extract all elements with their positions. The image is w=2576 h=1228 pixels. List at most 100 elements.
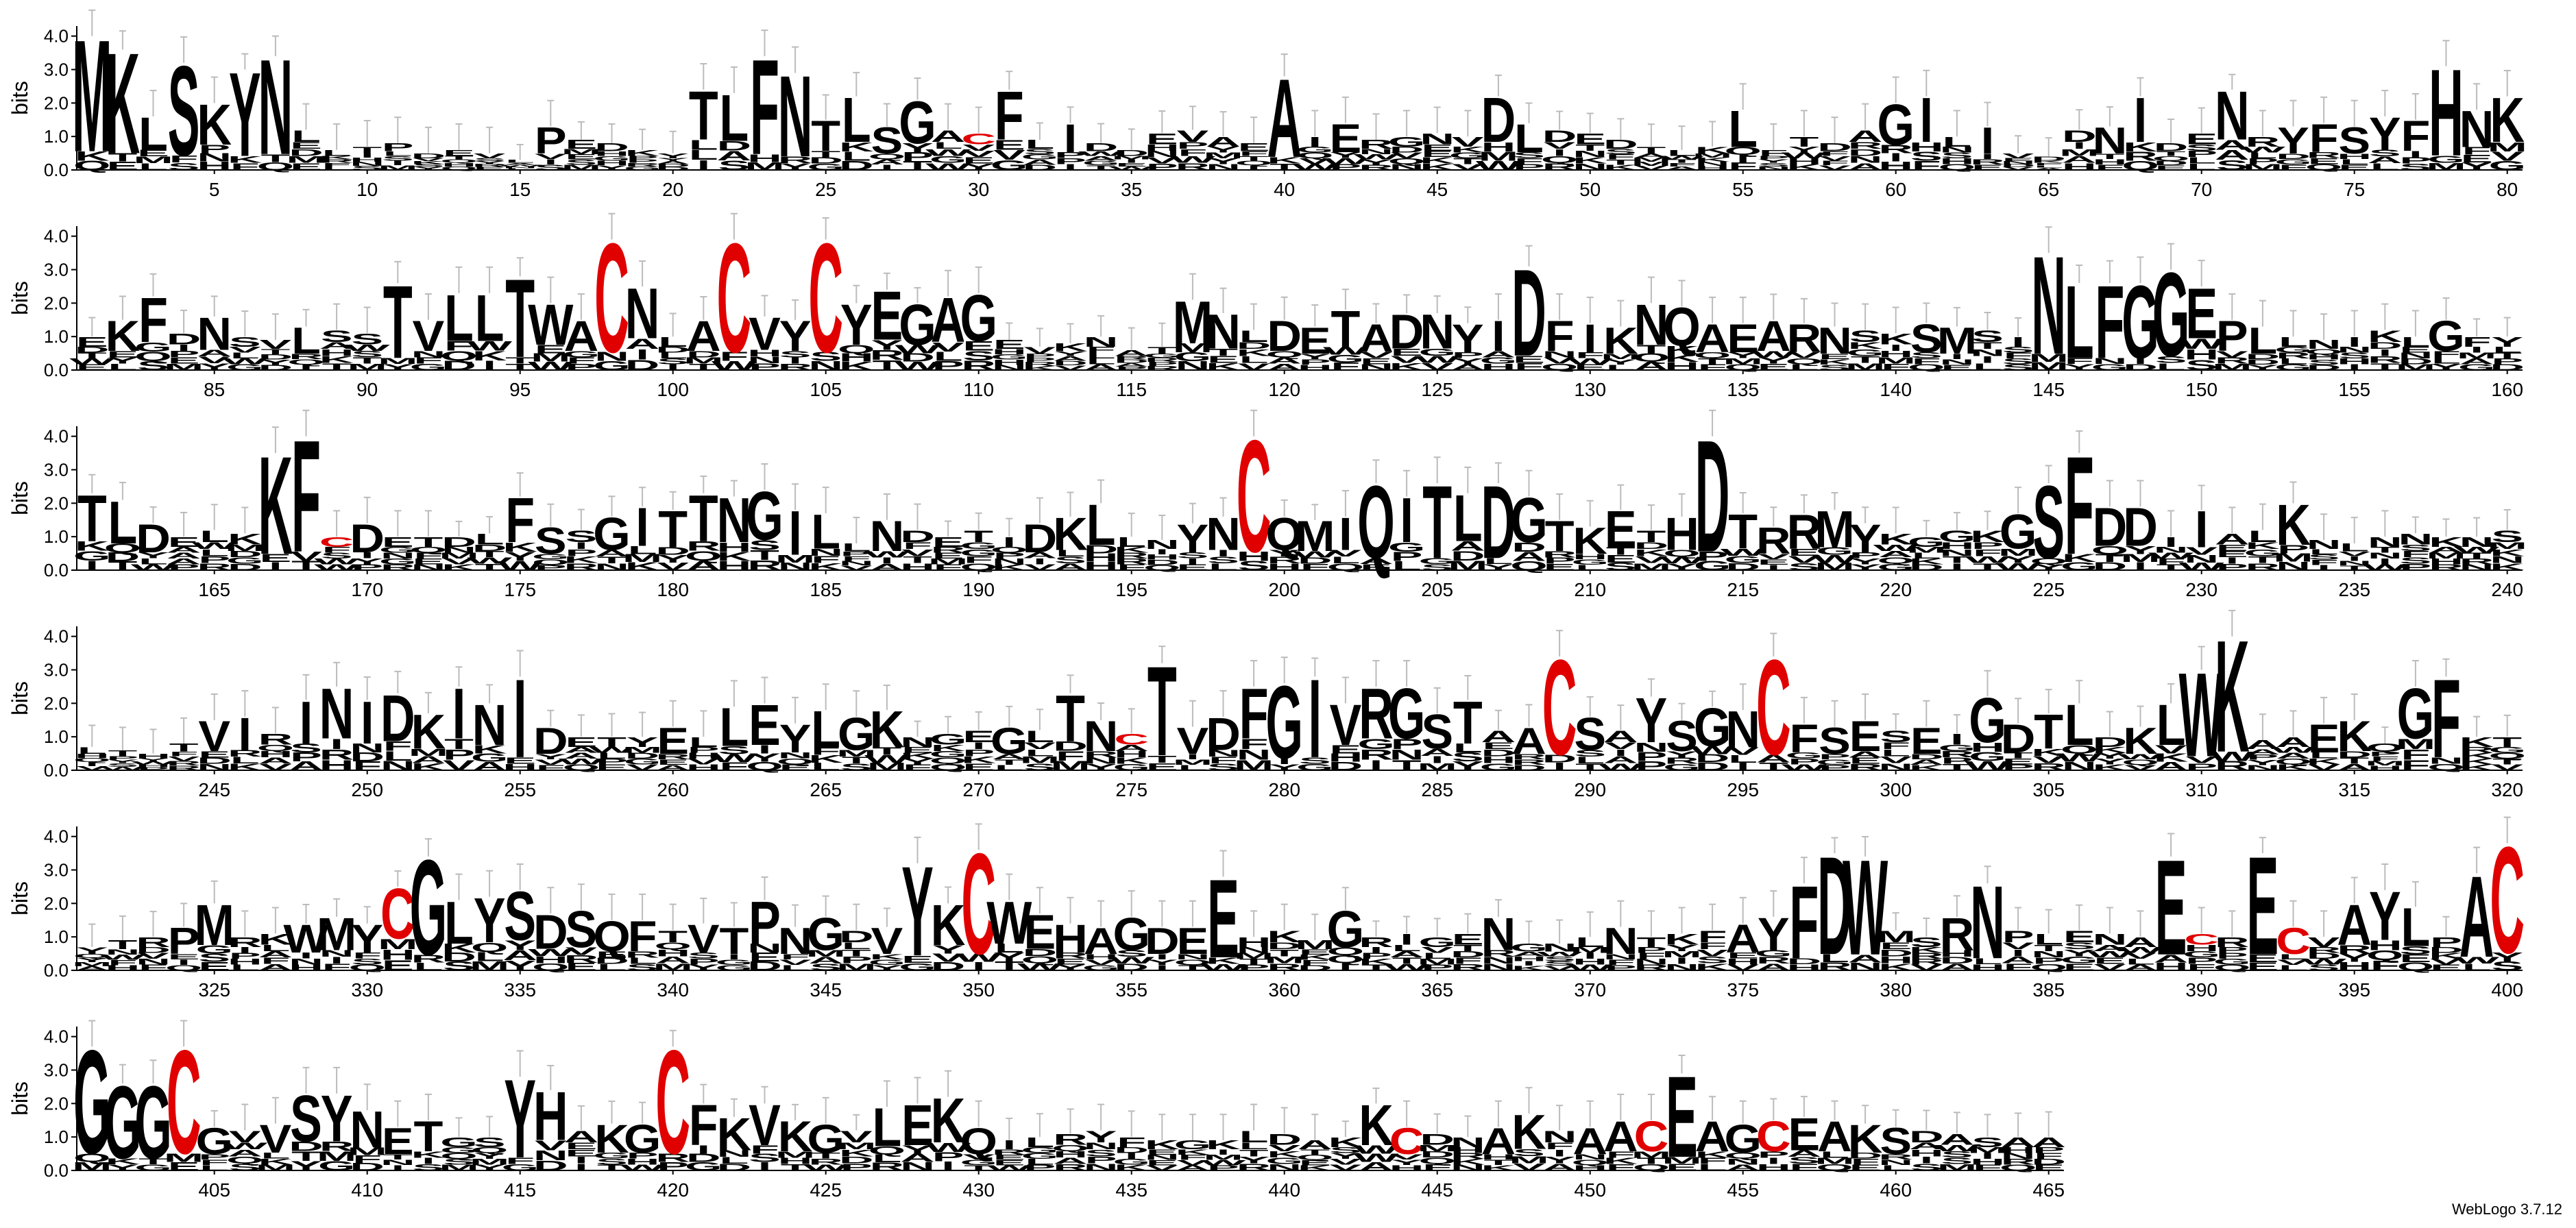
logo-letter: D bbox=[1450, 548, 1485, 563]
logo-letter: N bbox=[1145, 538, 1180, 552]
logo-letter: W bbox=[69, 357, 115, 366]
logo-letter: N bbox=[594, 561, 629, 572]
x-tick-label: 85 bbox=[204, 379, 225, 400]
logo-letter: G bbox=[2488, 158, 2526, 173]
logo-letter: M bbox=[928, 557, 968, 566]
logo-letter: I bbox=[1003, 534, 1016, 550]
logo-letter: Y bbox=[260, 358, 292, 367]
x-tick-label: 165 bbox=[198, 579, 230, 600]
logo-letter: S bbox=[2155, 354, 2187, 365]
logo-letter: Y bbox=[1849, 563, 1882, 572]
logo-letter: I bbox=[361, 153, 374, 159]
logo-column-1: QKM bbox=[72, 6, 112, 185]
logo-letter: I bbox=[361, 551, 374, 561]
logo-letter: L bbox=[1942, 134, 1971, 149]
logo-letter: G bbox=[1571, 558, 1609, 566]
logo-letter: M bbox=[561, 163, 601, 171]
logo-letter: R bbox=[1114, 551, 1149, 560]
logo-letter: E bbox=[1605, 501, 1637, 558]
logo-letter: H bbox=[1267, 561, 1302, 572]
logo-letter: G bbox=[532, 552, 570, 561]
logo-letter: K bbox=[1664, 931, 1699, 948]
logo-letter: I bbox=[483, 358, 496, 373]
logo-letter: S bbox=[474, 158, 506, 162]
logo-letter: V bbox=[1360, 351, 1392, 360]
x-tick-label: 375 bbox=[1727, 979, 1759, 1000]
logo-letter: Q bbox=[2305, 347, 2343, 356]
logo-letter: K bbox=[319, 155, 354, 160]
x-tick-label: 410 bbox=[351, 1179, 383, 1201]
logo-letter: R bbox=[778, 155, 813, 166]
logo-letter: Q bbox=[2122, 158, 2159, 173]
logo-letter: M bbox=[2059, 147, 2099, 158]
logo-letter: W bbox=[2240, 145, 2286, 154]
logo-letter: A bbox=[1053, 561, 1088, 572]
logo-letter: D bbox=[1389, 305, 1424, 360]
logo-letter: K bbox=[502, 540, 537, 554]
logo-letter: W bbox=[1568, 356, 1614, 366]
y-tick-label: 1.0 bbox=[44, 126, 69, 147]
logo-letter: D bbox=[1084, 543, 1119, 556]
logo-letter: D bbox=[808, 156, 843, 166]
logo-letter: R bbox=[1114, 355, 1149, 360]
logo-letter: Y bbox=[413, 167, 445, 171]
logo-letter: A bbox=[564, 1128, 599, 1146]
logo-letter: R bbox=[931, 545, 966, 554]
logo-row-2: 0.01.02.03.04.0bitsEWTDELYEKSQGFMEPIDYVA… bbox=[8, 211, 2525, 400]
logo-letter: Y bbox=[1207, 157, 1239, 166]
logo-letter: P bbox=[901, 150, 934, 164]
logo-letter: S bbox=[2185, 143, 2217, 153]
logo-letter: Y bbox=[871, 337, 903, 353]
logo-letter: T bbox=[291, 558, 321, 573]
logo-letter: Q bbox=[1235, 160, 1273, 167]
logo-letter: Y bbox=[1452, 356, 1484, 366]
logo-letter: W bbox=[925, 161, 971, 172]
logo-letter: Y bbox=[657, 152, 689, 160]
logo-letter: A bbox=[2368, 155, 2403, 166]
x-tick-label: 225 bbox=[2032, 579, 2065, 600]
logo-letter: H bbox=[1084, 551, 1119, 564]
logo-letter: T bbox=[1575, 143, 1605, 153]
logo-letter: G bbox=[1296, 145, 1334, 154]
logo-letter: N bbox=[1084, 334, 1119, 349]
logo-letter: G bbox=[563, 349, 600, 360]
logo-letter: G bbox=[1388, 134, 1426, 149]
logo-letter: M bbox=[683, 356, 723, 366]
logo-letter: V bbox=[1177, 127, 1209, 146]
logo-letter: F bbox=[1759, 148, 1788, 158]
logo-letter: L bbox=[475, 281, 505, 355]
logo-letter: E bbox=[1360, 356, 1392, 366]
logo-letter: Q bbox=[2305, 162, 2343, 172]
logo-letter: D bbox=[1145, 558, 1180, 567]
logo-letter: I bbox=[1767, 563, 1780, 572]
logo-letter: E bbox=[1299, 320, 1331, 362]
logo-letter: P bbox=[1024, 357, 1056, 363]
logo-letter: L bbox=[2248, 528, 2277, 546]
logo-letter: V bbox=[1819, 164, 1851, 171]
logo-letter: A bbox=[1603, 728, 1638, 746]
logo-letter: W bbox=[712, 358, 757, 373]
logo-letter: N bbox=[1695, 161, 1730, 167]
logo-letter: K bbox=[1664, 352, 1699, 364]
logo-letter: Q bbox=[257, 160, 295, 172]
x-tick-label: 20 bbox=[662, 179, 683, 200]
logo-letter: E bbox=[1758, 558, 1790, 566]
logo-letter: R bbox=[1176, 161, 1211, 172]
